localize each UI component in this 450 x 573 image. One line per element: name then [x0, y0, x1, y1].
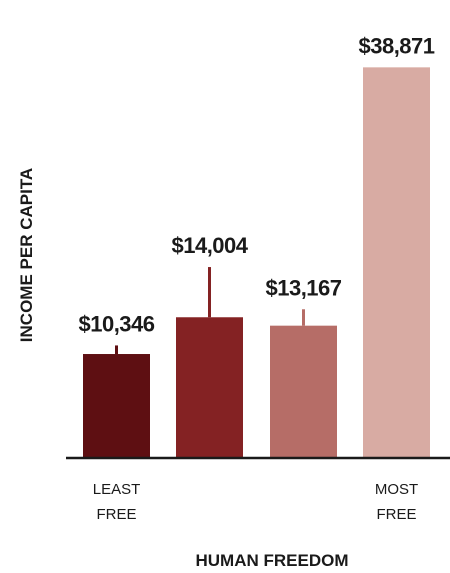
bar-4 [363, 67, 430, 459]
tick-label-1-line-2: FREE [96, 506, 136, 523]
bar-2 [176, 317, 243, 458]
error-bars [115, 267, 305, 355]
bar-1 [83, 354, 150, 458]
x-tick-labels: LEAST FREE MOST FREE [93, 481, 418, 523]
value-label-1: $10,346 [78, 311, 154, 336]
value-label-3: $13,167 [265, 275, 341, 300]
value-label-4: $38,871 [358, 33, 434, 58]
value-label-2: $14,004 [171, 233, 248, 258]
y-axis-title: INCOME PER CAPITA [17, 168, 36, 342]
tick-label-4-line-1: MOST [375, 481, 418, 498]
bars [83, 67, 430, 459]
bar-3 [270, 325, 337, 458]
value-labels: $10,346 $14,004 $13,167 $38,871 [78, 33, 435, 336]
x-axis-title: HUMAN FREEDOM [196, 551, 349, 570]
tick-label-1-line-1: LEAST [93, 481, 141, 498]
tick-label-4-line-2: FREE [376, 506, 416, 523]
